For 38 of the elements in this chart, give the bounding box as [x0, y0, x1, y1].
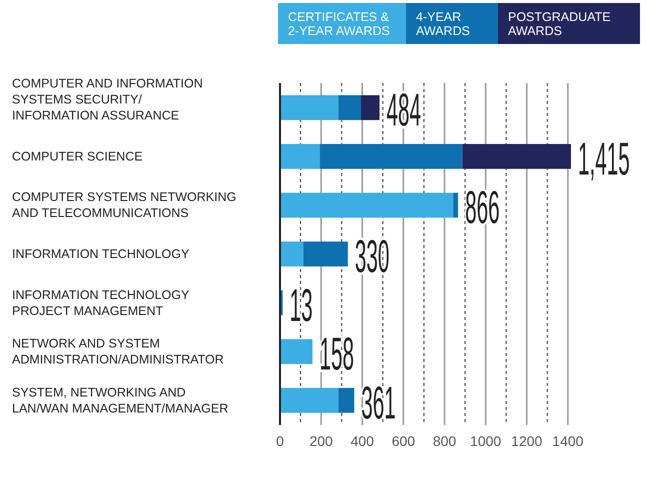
text: 4-YEAR AWARDS: [416, 10, 470, 38]
total-label: 361: [361, 377, 396, 429]
x-tick-label: 200: [309, 432, 334, 449]
total-label: 158: [319, 328, 354, 380]
x-tick-label: 800: [432, 432, 456, 449]
y-tick-label: COMPUTER AND INFORMATION SYSTEMS SECURITY/ INFORMATION ASSURANCE: [12, 76, 203, 123]
bar: [280, 144, 320, 169]
bar: [453, 192, 458, 218]
bar: [462, 144, 571, 169]
x-tick-label: 1200: [511, 432, 543, 449]
total-label: 330: [354, 230, 390, 282]
text: POSTGRADUATE AWARDS: [508, 10, 611, 38]
bar: [303, 242, 348, 266]
bar: [280, 388, 338, 413]
y-tick-label: COMPUTER SCIENCE: [12, 149, 143, 164]
y-tick-label: NETWORK AND SYSTEM ADMINISTRATION/ADMINISTRATOR: [12, 336, 224, 367]
x-tick-label: 1000: [470, 432, 502, 449]
y-tick-label: SYSTEM, NETWORKING AND LAN/WAN MANAGEMENT/MANAGER: [12, 385, 228, 416]
bar: [320, 144, 462, 169]
total-label: 1,415: [578, 133, 630, 185]
total-label: 866: [465, 182, 500, 234]
y-tick-label: COMPUTER SYSTEMS NETWORKING AND TELECOMMUNICATIONS: [12, 190, 236, 220]
total-label: 484: [386, 84, 422, 136]
text: CERTIFICATES & 2-YEAR AWARDS: [288, 10, 390, 38]
y-tick-label: INFORMATION TECHNOLOGY PROJECT MANAGEMENT: [12, 288, 190, 318]
bar: [280, 192, 454, 218]
bar: [361, 95, 380, 120]
bar: [338, 95, 362, 120]
y-tick-label: INFORMATION TECHNOLOGY: [12, 247, 190, 261]
bar: [280, 95, 338, 120]
total-label: 13: [290, 280, 313, 332]
bar: [280, 242, 304, 266]
x-tick-label: 0: [276, 432, 284, 449]
bar: [280, 339, 312, 364]
x-tick-label: 600: [392, 432, 416, 449]
x-tick-label: 1400: [552, 432, 584, 449]
x-tick-label: 400: [350, 432, 374, 449]
bar: [338, 388, 354, 413]
